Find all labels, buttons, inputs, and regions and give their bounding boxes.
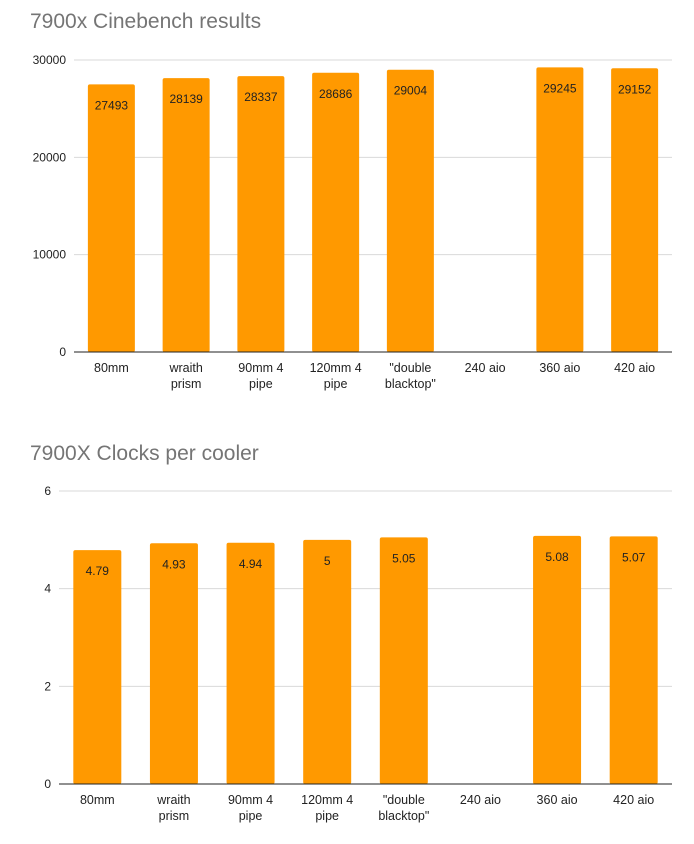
- y-tick-label: 2: [44, 679, 51, 693]
- data-label: 29152: [618, 82, 652, 96]
- chart-title: 7900x Cinebench results: [30, 10, 262, 33]
- y-tick-label: 20000: [33, 150, 67, 164]
- cinebench-chart: 7900x Cinebench results 0 10000 20000 30000…: [0, 0, 694, 410]
- data-label: 4.94: [239, 557, 263, 571]
- x-tick-label: "double blacktop": [378, 793, 429, 823]
- y-tick-label: 0: [44, 777, 51, 791]
- x-tick-label: 420 aio: [613, 793, 654, 807]
- cinebench-plot: 0 10000 20000 30000 27493 80mm 28139 wraith pris…: [33, 53, 672, 391]
- y-tick-label: 4: [44, 582, 51, 596]
- data-label: 29004: [394, 84, 428, 98]
- x-tick-label: 240 aio: [465, 361, 506, 375]
- x-tick-label: 80mm: [94, 361, 129, 375]
- y-tick-label: 10000: [33, 248, 67, 262]
- x-tick-label: 360 aio: [539, 361, 580, 375]
- x-tick-label: wraith prism: [168, 361, 202, 391]
- data-label: 28139: [169, 92, 203, 106]
- data-label: 28686: [319, 87, 353, 101]
- y-tick-label: 0: [59, 345, 66, 359]
- data-label: 4.93: [162, 557, 186, 571]
- x-tick-label: 90mm 4 pipe: [228, 793, 273, 823]
- data-label: 5: [324, 554, 331, 568]
- x-tick-label: 90mm 4 pipe: [238, 361, 283, 391]
- bar: [303, 539, 352, 784]
- bar: [149, 543, 198, 784]
- clocks-chart: 7900X Clocks per cooler 0 2 4 6 4.79 80mm 4.93…: [0, 432, 694, 844]
- bar: [87, 84, 135, 353]
- bar: [533, 535, 582, 784]
- bar: [386, 69, 434, 352]
- x-tick-label: 120mm 4 pipe: [310, 361, 362, 391]
- data-label: 4.79: [86, 564, 110, 578]
- bar: [237, 76, 285, 353]
- bar: [609, 536, 658, 784]
- y-tick-label: 6: [44, 484, 51, 498]
- bar: [536, 67, 584, 352]
- x-tick-label: wraith prism: [156, 793, 190, 823]
- x-tick-label: 80mm: [80, 793, 115, 807]
- bar: [226, 542, 275, 784]
- chart-title: 7900X Clocks per cooler: [30, 442, 259, 465]
- clocks-plot: 0 2 4 6 4.79 80mm 4.93 wraith prism 4.94 90mm 4 pip…: [44, 484, 672, 823]
- data-label: 5.07: [622, 550, 646, 564]
- x-tick-label: 240 aio: [460, 793, 501, 807]
- x-tick-label: 420 aio: [614, 361, 655, 375]
- data-label: 27493: [95, 98, 129, 112]
- bar: [611, 68, 659, 352]
- bar: [162, 78, 210, 352]
- x-tick-label: 360 aio: [537, 793, 578, 807]
- data-label: 5.08: [545, 550, 569, 564]
- data-label: 29245: [543, 81, 577, 95]
- data-label: 5.05: [392, 551, 416, 565]
- x-tick-label: 120mm 4 pipe: [301, 793, 353, 823]
- bar: [312, 72, 360, 352]
- y-tick-label: 30000: [33, 53, 67, 67]
- bar: [73, 550, 122, 784]
- data-label: 28337: [244, 90, 278, 104]
- x-tick-label: "double blacktop": [385, 361, 436, 391]
- bar: [379, 537, 428, 784]
